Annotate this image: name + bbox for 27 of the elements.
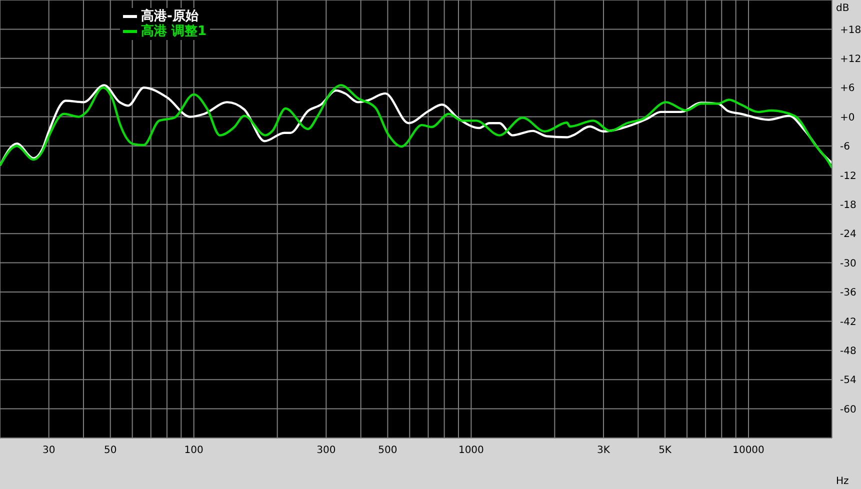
y-tick-label: -60 — [840, 404, 856, 416]
y-tick-label: -42 — [840, 316, 856, 328]
y-tick-label: -36 — [840, 288, 856, 299]
legend-label: 高港 调整1 — [140, 24, 207, 39]
y-axis-title: dB — [836, 3, 850, 14]
y-tick-label: -12 — [840, 170, 856, 182]
x-tick-label: 1000 — [458, 445, 484, 456]
y-tick-label: -54 — [840, 375, 856, 386]
y-tick-label: +6 — [840, 83, 855, 94]
x-tick-label: 50 — [104, 445, 117, 456]
x-tick-label: 100 — [184, 445, 204, 456]
y-tick-label: -48 — [840, 346, 856, 357]
x-tick-label: 500 — [378, 445, 398, 456]
y-tick-label: +18 — [840, 24, 861, 36]
y-tick-label: -24 — [840, 229, 856, 240]
y-tick-label: -6 — [840, 142, 850, 153]
x-tick-label: 3K — [597, 445, 610, 456]
legend-label: 高港-原始 — [140, 9, 200, 24]
x-tick-label: 300 — [316, 445, 336, 456]
y-tick-label: -30 — [840, 258, 856, 270]
y-tick-label: +0 — [840, 112, 855, 124]
y-tick-label: +12 — [840, 54, 861, 65]
x-tick-label: 30 — [42, 445, 56, 456]
x-tick-label: 10000 — [732, 445, 764, 456]
x-axis-title: Hz — [836, 476, 849, 487]
x-tick-label: 5K — [658, 445, 672, 456]
y-tick-label: -18 — [840, 200, 856, 211]
